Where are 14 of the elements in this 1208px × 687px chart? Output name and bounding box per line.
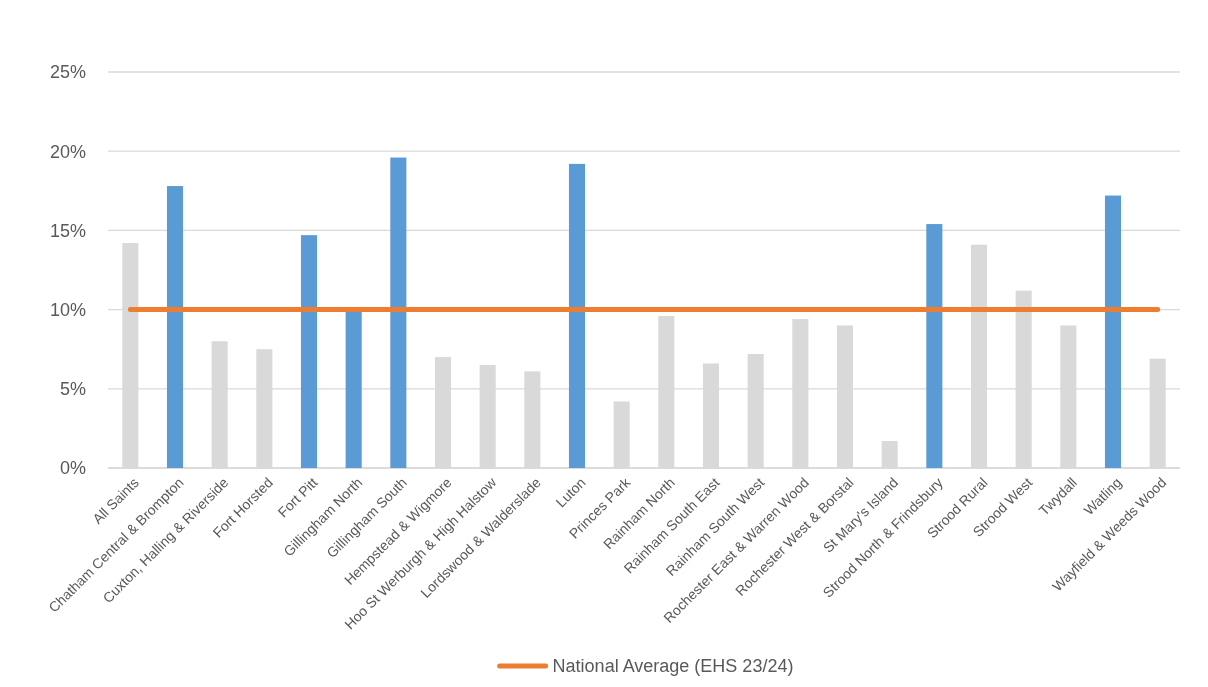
bar [345, 309, 362, 468]
y-tick-label: 0% [59, 458, 86, 479]
bar [568, 163, 586, 468]
bar [1104, 195, 1122, 468]
y-tick-label: 25% [49, 62, 86, 83]
y-tick-label: 15% [49, 220, 86, 241]
bar [166, 186, 184, 468]
bar [390, 157, 407, 468]
y-tick-label: 5% [59, 379, 86, 400]
y-tick-label: 10% [49, 299, 86, 320]
y-tick-label: 20% [49, 141, 86, 162]
legend-label: National Average (EHS 23/24) [552, 656, 794, 677]
bar [926, 224, 943, 468]
bar [300, 235, 318, 468]
